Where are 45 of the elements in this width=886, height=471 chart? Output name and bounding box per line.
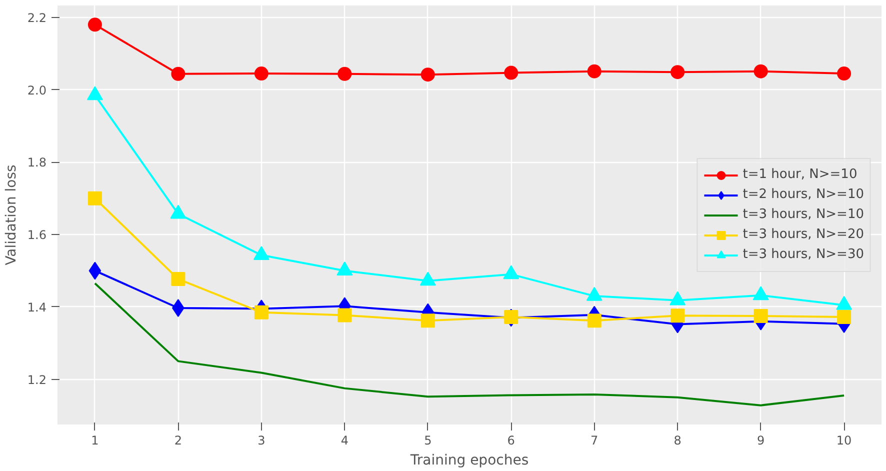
y-tick-label: 1.2 [27, 372, 47, 387]
point [171, 66, 186, 81]
point [587, 64, 602, 78]
y-tick-label: 2.2 [27, 10, 47, 25]
point [837, 310, 852, 324]
legend-label: t=3 hours, N>=30 [742, 247, 864, 262]
x-tick-label: 6 [507, 434, 515, 448]
point [338, 308, 352, 322]
x-tick-label: 1 [91, 434, 99, 448]
legend-label: t=2 hours, N>=10 [742, 187, 864, 202]
point [504, 310, 518, 324]
x-tick-label: 9 [756, 434, 765, 448]
x-axis-title: Training epoches [409, 452, 529, 468]
legend-label: t=3 hours, N>=20 [742, 227, 864, 242]
point [88, 262, 102, 280]
point [338, 66, 352, 81]
point [88, 18, 102, 32]
y-axis-title: Validation loss [3, 164, 20, 266]
x-tick-label: 10 [836, 434, 852, 448]
point [420, 314, 435, 328]
point [171, 272, 186, 286]
point [587, 314, 602, 328]
point [504, 66, 518, 80]
y-tick-label: 2.0 [27, 83, 47, 98]
y-tick-label: 1.8 [27, 156, 47, 170]
x-tick-label: 8 [674, 434, 682, 448]
y-tick-label: 1.4 [27, 300, 47, 314]
x-tick-label: 3 [258, 434, 266, 448]
y-tick-label: 1.6 [27, 228, 47, 242]
point [254, 305, 268, 320]
legend-label: t=1 hour, N>=10 [742, 167, 858, 182]
x-tick-label: 2 [174, 434, 182, 448]
line-series [94, 282, 846, 406]
point [254, 66, 268, 81]
legend-label: t=3 hours, N>=10 [742, 207, 864, 222]
point [754, 308, 768, 323]
x-tick-label: 5 [424, 434, 432, 448]
point [670, 65, 685, 80]
point [670, 308, 685, 323]
x-tick-label: 4 [340, 434, 348, 448]
x-tick-label: 7 [590, 434, 598, 448]
point [88, 191, 102, 206]
point [837, 66, 852, 81]
point [754, 64, 768, 78]
point [420, 68, 435, 82]
